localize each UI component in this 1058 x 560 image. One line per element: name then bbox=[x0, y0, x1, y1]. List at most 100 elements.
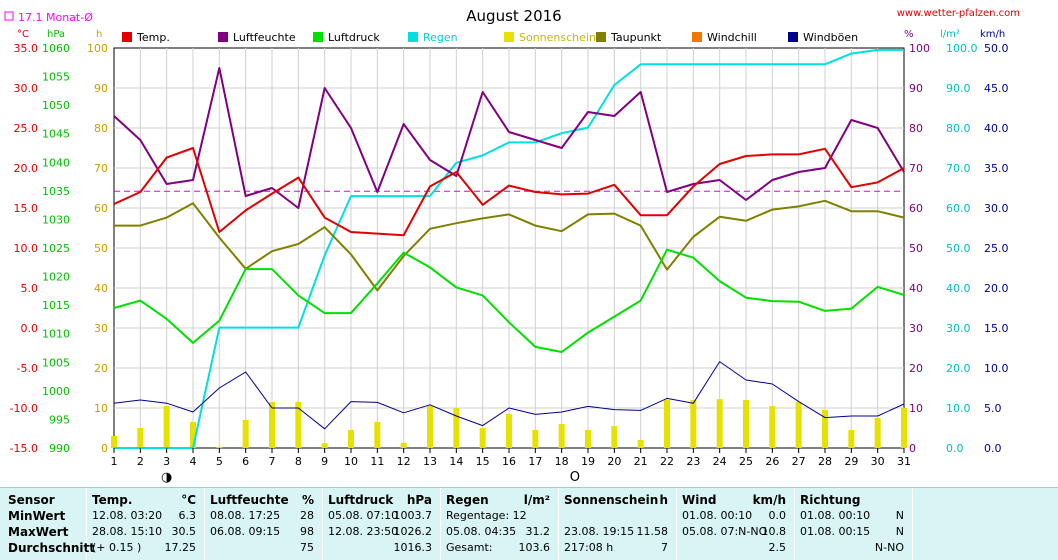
temp-tick-label: 10.0 bbox=[14, 242, 39, 255]
rain-unit-label: l/m² bbox=[940, 29, 960, 40]
summary-dir-value: N bbox=[895, 509, 904, 522]
legend-swatch-rain bbox=[408, 32, 418, 42]
sunshine-bar bbox=[585, 430, 591, 448]
sunshine-bar bbox=[269, 402, 275, 448]
wind-tick-label: 30.0 bbox=[984, 202, 1009, 215]
hours-tick-label: 20 bbox=[94, 362, 108, 375]
sunshine-bar bbox=[479, 428, 486, 448]
x-tick-label: 31 bbox=[897, 455, 911, 468]
moon-phase-icon: ◑ bbox=[161, 470, 172, 485]
summary-temp-unit: °C bbox=[181, 493, 196, 507]
summary-hum-value: 28 bbox=[300, 509, 314, 522]
temp-tick-label: 20.0 bbox=[14, 162, 39, 175]
summary-press-col: Luftdruck hPa 05.08. 07:10 1003.7 12.08. 23:… bbox=[322, 488, 441, 560]
x-tick-label: 13 bbox=[423, 455, 437, 468]
x-tick-label: 28 bbox=[818, 455, 832, 468]
legend-swatch-press bbox=[313, 32, 323, 42]
summary-panel: Sensor MinWert MaxWert Durchschnitt Temp… bbox=[0, 487, 1058, 560]
pressure-tick-label: 1035 bbox=[42, 185, 70, 198]
sunshine-bar bbox=[611, 426, 618, 448]
x-tick-label: 11 bbox=[370, 455, 384, 468]
sunshine-bar bbox=[453, 408, 460, 448]
summary-temp-value: 30.5 bbox=[171, 525, 197, 538]
sunshine-bar bbox=[532, 430, 539, 448]
hours-tick-label: 40 bbox=[94, 282, 108, 295]
summary-hum-value: 75 bbox=[300, 541, 314, 554]
rain-tick-label: 50.0 bbox=[946, 242, 971, 255]
sensor-row-max: MaxWert bbox=[8, 525, 69, 539]
x-tick-label: 21 bbox=[634, 455, 648, 468]
sunshine-bar bbox=[901, 408, 907, 448]
sensor-row-avg: Durchschnitt bbox=[8, 541, 96, 555]
summary-press-value: 1026.2 bbox=[393, 525, 433, 538]
wind-tick-label: 35.0 bbox=[984, 162, 1009, 175]
rain-tick-label: 90.0 bbox=[946, 82, 971, 95]
summary-wind-unit: km/h bbox=[752, 493, 786, 507]
humidity-tick-label: 70 bbox=[909, 162, 923, 175]
pressure-tick-label: 1045 bbox=[42, 128, 70, 141]
grid bbox=[113, 47, 905, 449]
hours-tick-label: 80 bbox=[94, 122, 108, 135]
temp-tick-label: 5.0 bbox=[21, 282, 39, 295]
rain-tick-label: 10.0 bbox=[946, 402, 971, 415]
wind-tick-label: 20.0 bbox=[984, 282, 1009, 295]
sunshine-bar bbox=[190, 422, 196, 448]
x-tick-label: 9 bbox=[321, 455, 328, 468]
website-link[interactable]: www.wetter-pfalzen.com bbox=[897, 8, 1020, 19]
hours-tick-label: 100 bbox=[87, 42, 108, 55]
legend-label-hum: Luftfeuchte bbox=[233, 31, 296, 44]
sunshine-bar bbox=[822, 410, 828, 448]
temp-tick-label: -5.0 bbox=[17, 362, 38, 375]
summary-temp-when: 28.08. 15:10 bbox=[92, 525, 163, 538]
sunshine-bar bbox=[637, 440, 644, 448]
temp-unit-label: °C bbox=[17, 29, 29, 40]
x-tick-label: 19 bbox=[581, 455, 595, 468]
summary-rain-value: 31.2 bbox=[525, 525, 551, 538]
summary-sun-col: Sonnenschein h 23.08. 19:15 11.58 217:08 h 7 bbox=[558, 488, 677, 560]
summary-wind-col: Wind km/h 01.08. 00:10 0.0 05.08. 07:N-NO 10.… bbox=[676, 488, 795, 560]
wind-tick-label: 15.0 bbox=[984, 322, 1009, 335]
legend: Temp. Luftfeuchte Luftdruck Regen Sonnensche… bbox=[122, 31, 858, 44]
temp-tick-label: -10.0 bbox=[10, 402, 38, 415]
sunshine-bar bbox=[137, 428, 144, 448]
pressure-tick-label: 1060 bbox=[42, 42, 70, 55]
temp-tick-label: 25.0 bbox=[14, 122, 39, 135]
hours-tick-label: 90 bbox=[94, 82, 108, 95]
legend-swatch-gust bbox=[788, 32, 798, 42]
legend-label-chill: Windchill bbox=[707, 31, 757, 44]
series-line-luftfeuchte bbox=[113, 67, 905, 209]
rain-tick-label: 40.0 bbox=[946, 282, 971, 295]
summary-dir-when: 01.08. 00:10 bbox=[800, 509, 871, 522]
summary-press-unit: hPa bbox=[406, 493, 432, 507]
pressure-tick-label: 1025 bbox=[42, 242, 70, 255]
legend-label-rain: Regen bbox=[423, 31, 458, 44]
temp-tick-label: 30.0 bbox=[14, 82, 39, 95]
x-tick-label: 2 bbox=[137, 455, 144, 468]
x-tick-label: 7 bbox=[269, 455, 276, 468]
pressure-tick-label: 1030 bbox=[42, 213, 70, 226]
hours-unit-label: h bbox=[96, 29, 102, 40]
x-tick-label: 15 bbox=[476, 455, 490, 468]
summary-temp-col: Temp. °C 12.08. 03:20 6.3 28.08. 15:10 30.5 (+… bbox=[86, 488, 205, 560]
hours-tick-label: 0 bbox=[101, 442, 108, 455]
summary-sun-when: 23.08. 19:15 bbox=[564, 525, 635, 538]
summary-press-header: Luftdruck bbox=[328, 493, 394, 507]
wind-unit-label: km/h bbox=[980, 29, 1005, 40]
summary-wind-value: 0.0 bbox=[768, 509, 787, 522]
temp-tick-label: -15.0 bbox=[10, 442, 38, 455]
summary-hum-header: Luftfeuchte bbox=[210, 493, 289, 507]
legend-swatch-hum bbox=[218, 32, 228, 42]
summary-press-when: 05.08. 07:10 bbox=[328, 509, 399, 522]
rain-tick-label: 70.0 bbox=[946, 162, 971, 175]
sunshine-bar bbox=[216, 446, 223, 448]
sunshine-bar bbox=[374, 422, 381, 448]
legend-swatch-temp bbox=[122, 32, 132, 42]
summary-rain-col: Regen l/m² Regentage: 12 05.08. 04:35 31.2 Ge… bbox=[440, 488, 559, 560]
summary-sensor-col: Sensor MinWert MaxWert Durchschnitt bbox=[0, 488, 95, 560]
summary-hum-when: 08.08. 17:25 bbox=[210, 509, 281, 522]
x-tick-label: 20 bbox=[607, 455, 621, 468]
legend-label-sun: Sonnenschein bbox=[519, 31, 596, 44]
x-tick-label: 22 bbox=[660, 455, 674, 468]
summary-rain-when: Regentage: 12 bbox=[446, 509, 527, 522]
summary-press-value: 1003.7 bbox=[393, 509, 433, 522]
